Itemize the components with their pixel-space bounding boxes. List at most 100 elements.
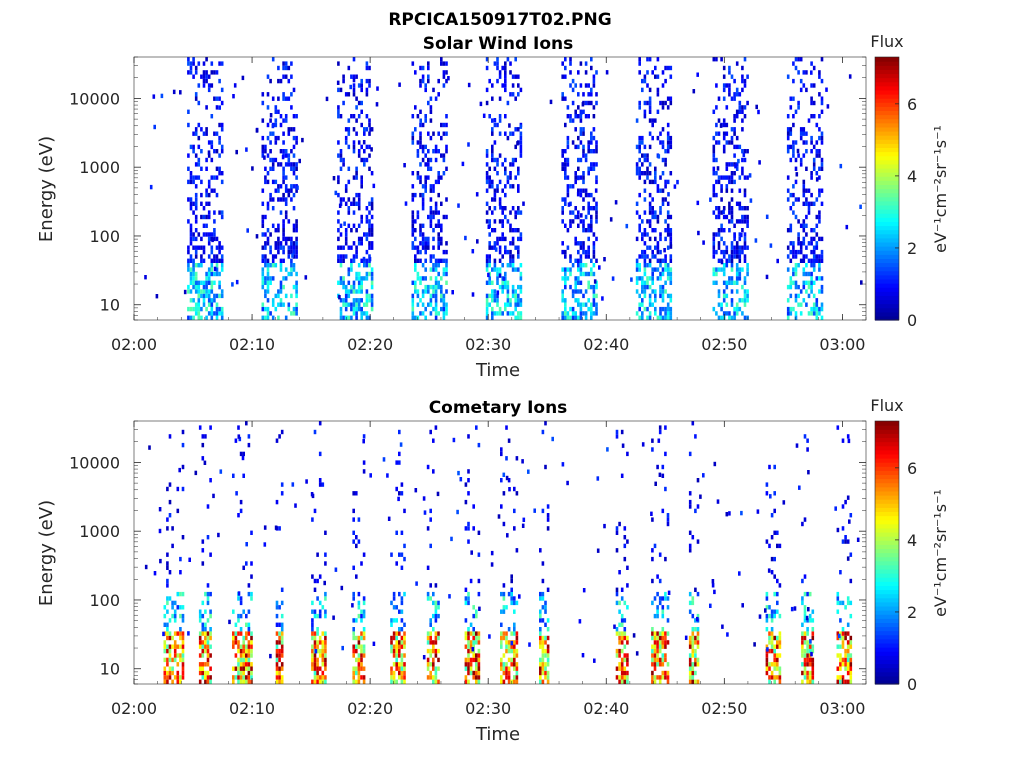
- heatmap-cell: [324, 591, 327, 597]
- heatmap-cell: [485, 100, 489, 106]
- heatmap-cell: [735, 166, 739, 171]
- heatmap-cell: [561, 249, 564, 255]
- heatmap-cell: [344, 184, 348, 189]
- heatmap-cell: [416, 210, 420, 215]
- heatmap-cell: [733, 114, 736, 119]
- heatmap-cell: [504, 249, 507, 255]
- heatmap-cell: [807, 118, 811, 123]
- heatmap-cell: [654, 74, 657, 79]
- heatmap-cell: [316, 662, 319, 667]
- heatmap-cell: [802, 236, 806, 242]
- heatmap-cell: [192, 298, 195, 303]
- heatmap-cell: [352, 539, 355, 544]
- heatmap-cell: [183, 289, 187, 295]
- heatmap-cell: [584, 192, 588, 198]
- heatmap-cell: [324, 679, 327, 684]
- heatmap-cell: [576, 192, 580, 197]
- heatmap-cell: [726, 632, 729, 637]
- heatmap-cell: [261, 223, 265, 228]
- heatmap-cell: [362, 613, 366, 619]
- heatmap-cell: [477, 675, 481, 680]
- heatmap-cell: [818, 311, 821, 316]
- heatmap-cell: [411, 223, 415, 228]
- heatmap-cell: [844, 648, 847, 654]
- heatmap-cell: [220, 289, 224, 294]
- heatmap-cell: [577, 315, 580, 320]
- heatmap-cell: [215, 131, 219, 136]
- heatmap-cell: [424, 289, 427, 294]
- heatmap-cell: [360, 666, 363, 671]
- heatmap-cell: [815, 197, 819, 202]
- heatmap-cell: [250, 640, 253, 645]
- heatmap-cell: [445, 149, 448, 154]
- heatmap-cell: [365, 92, 369, 97]
- heatmap-cell: [395, 648, 398, 654]
- heatmap-cell: [730, 74, 734, 79]
- heatmap-cell: [344, 302, 348, 307]
- heatmap-cell: [725, 263, 729, 268]
- heatmap-cell: [517, 166, 520, 171]
- heatmap-cell: [527, 469, 530, 474]
- heatmap-cell: [355, 276, 358, 281]
- heatmap-cell: [205, 276, 208, 281]
- heatmap-cell: [390, 679, 393, 684]
- heatmap-cell: [595, 306, 598, 312]
- heatmap-cell: [493, 219, 497, 224]
- heatmap-cell: [818, 236, 821, 242]
- heatmap-cell: [626, 657, 629, 663]
- heatmap-cell: [324, 561, 327, 566]
- heatmap-cell: [656, 241, 660, 246]
- heatmap-cell: [355, 201, 358, 206]
- heatmap-cell: [491, 157, 494, 163]
- heatmap-cell: [215, 105, 219, 110]
- heatmap-cell: [722, 149, 726, 154]
- heatmap-cell: [421, 206, 425, 211]
- heatmap-cell: [209, 679, 212, 684]
- heatmap-cell: [574, 315, 577, 320]
- heatmap-cell: [429, 508, 432, 514]
- heatmap-cell: [513, 657, 516, 663]
- heatmap-cell: [561, 219, 564, 224]
- heatmap-cell: [442, 153, 446, 158]
- heatmap-cell: [730, 289, 734, 294]
- heatmap-cell: [337, 153, 340, 158]
- heatmap-cell: [362, 552, 366, 557]
- heatmap-cell: [725, 280, 729, 285]
- heatmap-cell: [220, 258, 224, 263]
- heatmap-cell: [220, 144, 224, 150]
- heatmap-cell: [510, 596, 513, 601]
- heatmap-cell: [561, 96, 564, 101]
- heatmap-cell: [738, 175, 742, 180]
- heatmap-cell: [566, 157, 570, 163]
- heatmap-cell: [657, 154, 661, 159]
- heatmap-cell: [773, 644, 776, 649]
- heatmap-cell: [514, 267, 517, 272]
- heatmap-cell: [280, 635, 284, 641]
- heatmap-cell: [635, 236, 639, 242]
- heatmap-cell: [271, 223, 275, 228]
- heatmap-cell: [577, 302, 580, 307]
- heatmap-cell: [712, 254, 716, 259]
- heatmap-cell: [717, 315, 721, 320]
- heatmap-cell: [797, 232, 800, 237]
- heatmap-cell: [352, 631, 355, 636]
- heatmap-cell: [615, 526, 619, 531]
- heatmap-cell: [163, 657, 167, 663]
- heatmap-cell: [664, 280, 667, 285]
- heatmap-cell: [451, 290, 454, 295]
- heatmap-cell: [344, 298, 348, 303]
- heatmap-cell: [365, 311, 369, 316]
- heatmap-cell: [437, 232, 440, 237]
- heatmap-cell: [237, 434, 241, 439]
- heatmap-cell: [485, 65, 489, 71]
- heatmap-cell: [648, 302, 652, 307]
- heatmap-cell: [245, 421, 248, 426]
- heatmap-cell: [564, 306, 567, 312]
- colorbar-segment: [875, 274, 899, 280]
- heatmap-cell: [168, 670, 172, 676]
- heatmap-cell: [566, 276, 570, 281]
- heatmap-cell: [275, 438, 279, 443]
- heatmap-cell: [712, 241, 716, 246]
- heatmap-cell: [838, 633, 841, 639]
- heatmap-cell: [733, 131, 736, 136]
